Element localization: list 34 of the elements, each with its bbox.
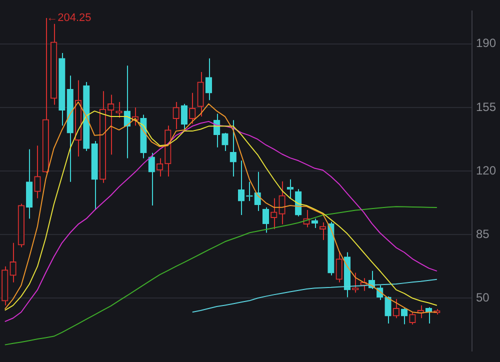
candlestick [108, 94, 114, 156]
candlestick [148, 152, 155, 206]
annotation: ←204.25 [46, 12, 92, 24]
candlestick [172, 102, 180, 130]
candlestick [222, 133, 228, 152]
candlestick [197, 72, 204, 118]
y-tick-label: 50 [476, 290, 490, 304]
candlestick [42, 18, 49, 174]
candlestick [10, 242, 16, 283]
candlestick [164, 125, 172, 177]
candlestick [50, 23, 58, 106]
candlestick [26, 148, 33, 220]
candlestick [140, 114, 147, 159]
candlestick [34, 145, 41, 199]
candlestick [270, 198, 278, 230]
candlestick [2, 266, 8, 306]
y-tick-label: 120 [476, 163, 496, 178]
y-tick-label: 85 [476, 226, 490, 241]
candlestick [66, 75, 74, 182]
candlestick [156, 158, 164, 177]
candlestick [58, 52, 66, 126]
candlestick [99, 90, 106, 184]
candlestick [246, 181, 253, 202]
candlestick [238, 160, 245, 216]
y-tick-label: 190 [476, 36, 496, 50]
candlestick [205, 58, 212, 101]
candlestick [328, 221, 334, 276]
candlestick [278, 180, 286, 225]
y-tick-label: 155 [476, 100, 496, 114]
candlestick [116, 102, 122, 118]
candlestick [319, 222, 326, 241]
candlestick [336, 250, 342, 283]
candlestick [262, 206, 270, 234]
candlestick [91, 140, 98, 211]
